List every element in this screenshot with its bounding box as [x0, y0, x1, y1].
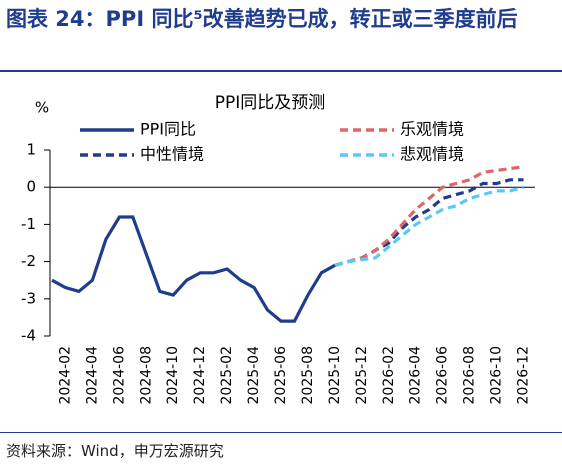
source-rule	[0, 432, 562, 433]
y-tick-label: -2	[21, 252, 36, 270]
x-tick-label: 2025-04	[246, 346, 262, 405]
x-tick-label: 2025-08	[300, 346, 316, 405]
x-tick-label: 2024-08	[138, 346, 154, 405]
x-tick-label: 2026-12	[515, 346, 531, 405]
y-axis-label: %	[35, 99, 49, 117]
title-rule	[0, 70, 562, 72]
y-tick-label: 0	[26, 178, 36, 196]
series-line	[334, 165, 524, 267]
x-tick-label: 2024-04	[84, 346, 100, 405]
chart-title: 图表 24：PPI 同比⁵改善趋势已成，转正或三季度前后	[6, 7, 518, 31]
x-tick-label: 2026-04	[408, 346, 424, 405]
x-tick-label: 2024-12	[192, 346, 208, 405]
x-tick-label: 2024-10	[165, 346, 181, 405]
y-tick-label: -1	[21, 215, 36, 233]
x-tick-label: 2026-10	[489, 346, 505, 405]
x-tick-label: 2024-02	[57, 346, 73, 405]
legend-label: 中性情境	[140, 145, 204, 164]
x-tick-label: 2025-10	[327, 346, 343, 405]
x-tick-label: 2026-02	[381, 346, 397, 405]
x-tick-label: 2024-06	[111, 346, 127, 405]
chart-subtitle: PPI同比及预测	[215, 93, 326, 113]
y-tick-label: 1	[26, 141, 36, 159]
x-tick-label: 2025-02	[219, 346, 235, 405]
legend-label: PPI同比	[140, 120, 196, 139]
series-line	[51, 215, 336, 323]
series-line	[334, 185, 524, 267]
y-tick-label: -3	[21, 289, 36, 307]
legend-label: 悲观情境	[400, 145, 464, 164]
y-tick-label: -4	[21, 327, 36, 345]
x-tick-label: 2026-06	[435, 346, 451, 405]
source: 资料来源：Wind，申万宏源研究	[6, 442, 224, 460]
x-tick-label: 2025-06	[273, 346, 289, 405]
legend-label: 乐观情境	[400, 120, 464, 139]
x-tick-label: 2025-12	[354, 346, 370, 405]
series-line	[334, 178, 524, 267]
x-tick-label: 2026-08	[462, 346, 478, 405]
